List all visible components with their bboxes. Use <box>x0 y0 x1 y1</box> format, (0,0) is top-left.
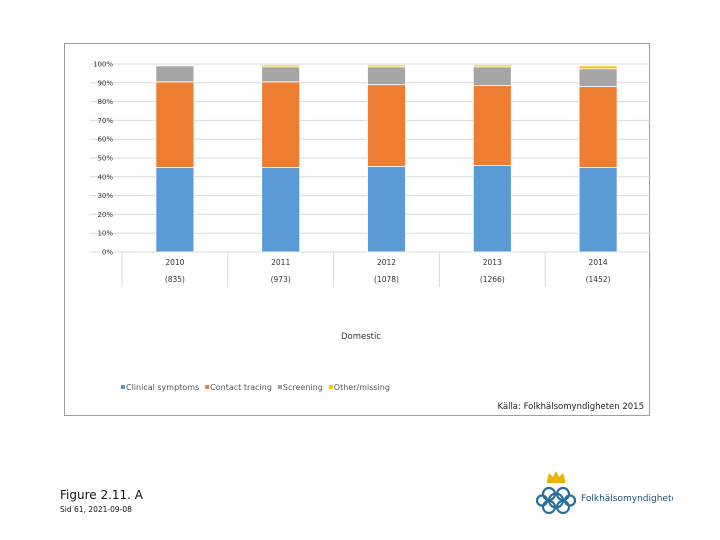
bar-segment-other-missing-2012 <box>367 64 406 68</box>
y-tick-label: 60% <box>97 136 113 144</box>
legend: Clinical symptoms Contact tracing Screenin… <box>121 383 390 392</box>
bar-segment-clinical-symptoms-2010 <box>155 167 195 253</box>
category-label: 2013 <box>483 258 502 267</box>
bar-segment-other-missing-2014 <box>578 65 618 70</box>
bar-segment-contact-tracing-2010 <box>155 81 195 168</box>
legend-label: Clinical symptoms <box>126 383 199 392</box>
category-label: 2012 <box>377 258 396 267</box>
legend-swatch <box>328 385 333 389</box>
legend-swatch <box>121 385 125 389</box>
bar-segment-contact-tracing-2011 <box>261 81 301 168</box>
bar-segment-clinical-symptoms-2012 <box>367 166 406 253</box>
bar-segment-clinical-symptoms-2013 <box>472 165 512 253</box>
source-note: Källa: Folkhälsomyndigheten 2015 <box>497 402 644 412</box>
y-tick-label: 30% <box>97 192 113 200</box>
category-label: 2011 <box>271 258 290 267</box>
category-count-label: (1078) <box>374 275 399 284</box>
bar-segment-contact-tracing-2014 <box>578 86 618 168</box>
legend-label: Other/missing <box>334 383 390 392</box>
category-count-label: (973) <box>271 275 291 284</box>
knot-emblem-icon <box>535 486 577 515</box>
bar-segment-contact-tracing-2012 <box>367 84 406 167</box>
bar-segment-other-missing-2013 <box>472 64 512 68</box>
bar-segment-contact-tracing-2013 <box>472 85 512 166</box>
legend-label: Contact tracing <box>210 383 272 392</box>
bar-segment-clinical-symptoms-2011 <box>261 167 301 253</box>
legend-swatch <box>205 385 210 389</box>
bar-segment-screening-2012 <box>367 66 406 86</box>
bar-segment-screening-2013 <box>472 66 512 87</box>
y-tick-label: 50% <box>97 155 113 163</box>
category-count-label: (1266) <box>480 275 505 284</box>
legend-label: Screening <box>283 383 323 392</box>
category-label: 2010 <box>165 258 184 267</box>
logo-text: Folkhälsomyndigheten <box>581 494 673 504</box>
category-table-lines <box>121 252 651 287</box>
bars <box>155 64 618 253</box>
x-axis-title: Domestic <box>341 332 381 342</box>
y-tick-label: 70% <box>97 117 113 125</box>
bar-segment-screening-2011 <box>261 66 301 83</box>
bar-segment-screening-2010 <box>155 65 195 83</box>
bar-segment-other-missing-2011 <box>261 64 301 68</box>
y-tick-label: 100% <box>93 61 113 69</box>
y-axis-tick-labels: 0% 10% 20% 30% 40% 50% 60% 70% 80% 90% 100% <box>93 61 113 257</box>
chart-frame: 0% 10% 20% 30% 40% 50% 60% 70% 80% 90% 100% 2010 (8… <box>64 43 651 416</box>
y-tick-label: 10% <box>97 230 113 238</box>
category-labels: 2010 (835) 2011 (973) 2012 (1078) 2013 (1266) 20… <box>165 258 611 284</box>
slide-footer: Sid 61, 2021-09-08 <box>60 505 132 514</box>
y-tick-label: 40% <box>97 173 113 181</box>
bar-segment-screening-2014 <box>578 68 618 87</box>
category-label: 2014 <box>589 258 608 267</box>
category-count-label: (1452) <box>586 275 611 284</box>
y-tick-label: 0% <box>102 249 113 257</box>
agency-logo: Folkhälsomyndigheten <box>535 471 673 515</box>
bar-segment-clinical-symptoms-2014 <box>578 167 618 253</box>
y-tick-label: 90% <box>97 79 113 87</box>
category-count-label: (835) <box>165 275 185 284</box>
y-tick-label: 80% <box>97 98 113 106</box>
legend-swatch <box>277 385 282 389</box>
stacked-bar-chart: 0% 10% 20% 30% 40% 50% 60% 70% 80% 90% 100% 2010 (8… <box>90 61 651 412</box>
figure-caption: Figure 2.11. A <box>60 488 144 502</box>
crown-icon <box>547 471 565 483</box>
y-tick-label: 20% <box>97 211 113 219</box>
